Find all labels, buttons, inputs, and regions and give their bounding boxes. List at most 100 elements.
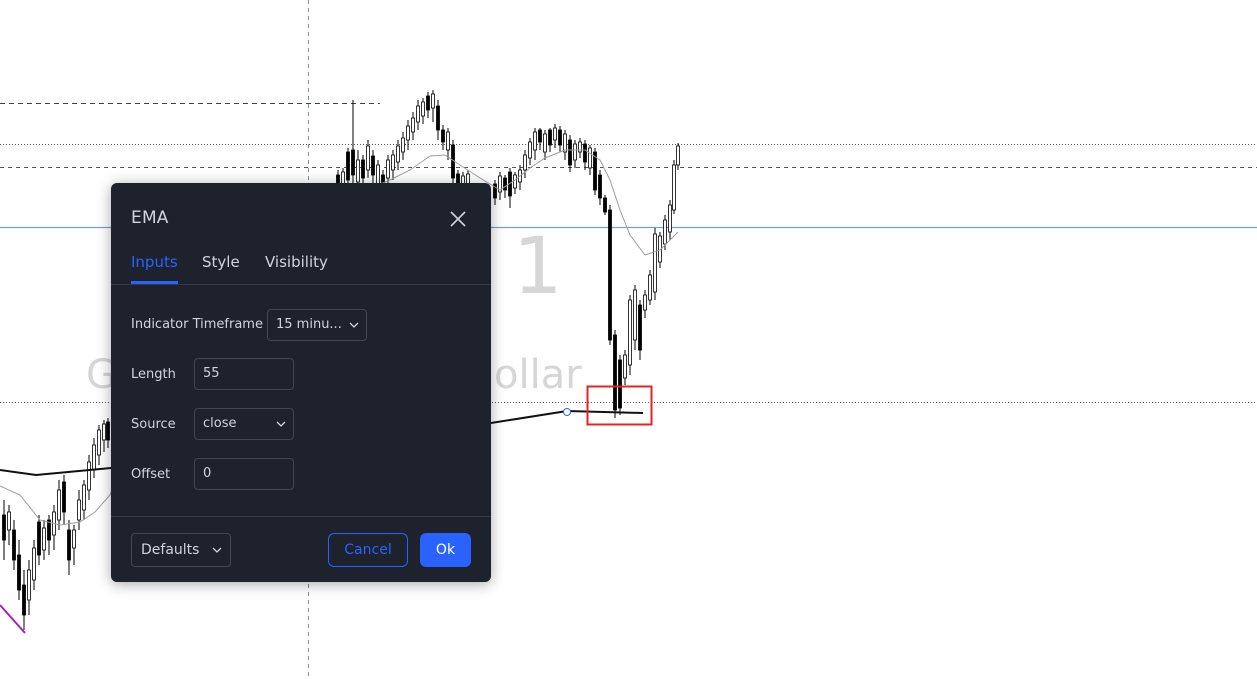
- candle-body: [558, 129, 562, 146]
- candle-body: [548, 129, 552, 146]
- candle-body: [396, 145, 400, 163]
- candle-body: [351, 149, 355, 176]
- tabs-divider: [111, 284, 491, 285]
- candle-body: [431, 93, 435, 109]
- candle-body: [426, 95, 430, 111]
- source-select[interactable]: close: [194, 408, 294, 440]
- candle-body: [37, 521, 41, 556]
- candle-body: [618, 359, 622, 409]
- tab-visibility[interactable]: Visibility: [265, 253, 328, 271]
- candle-body: [543, 133, 547, 153]
- candle-body: [366, 145, 370, 171]
- ema-line-right: [329, 149, 679, 256]
- candle-body: [97, 429, 101, 456]
- defaults-button[interactable]: Defaults: [131, 533, 231, 567]
- candle-body: [2, 514, 6, 541]
- offset-label: Offset: [131, 467, 171, 482]
- candle-body: [563, 133, 567, 153]
- candle-body: [106, 421, 110, 441]
- candle-body: [593, 151, 597, 191]
- candle-body: [583, 143, 587, 163]
- indicator-settings-dialog: EMA Inputs Style Visibility Indicator Ti…: [111, 183, 491, 582]
- chevron-down-icon: [276, 421, 286, 427]
- candle-body: [648, 274, 652, 301]
- candle-body: [82, 484, 86, 511]
- chevron-down-icon: [349, 322, 359, 328]
- candle-body: [608, 209, 612, 341]
- source-value: close: [203, 416, 237, 431]
- candle-body: [22, 584, 26, 616]
- trend-line-handle[interactable]: [563, 408, 571, 416]
- candle-body: [633, 289, 637, 341]
- length-label: Length: [131, 367, 176, 382]
- candle-body: [638, 304, 642, 351]
- candle-body: [498, 175, 502, 193]
- dialog-title: EMA: [131, 208, 169, 228]
- candle-body: [7, 511, 11, 531]
- candle-body: [578, 141, 582, 153]
- candle-body: [672, 164, 676, 211]
- candle-body: [361, 159, 365, 179]
- candle-body: [406, 125, 410, 141]
- candle-body: [628, 299, 632, 366]
- candle-body: [528, 141, 532, 159]
- candle-body: [371, 155, 375, 176]
- candle-body: [32, 547, 36, 581]
- candle-body: [643, 294, 647, 311]
- timeframe-label: Indicator Timeframe: [131, 317, 263, 332]
- candle-body: [356, 159, 360, 183]
- timeframe-select[interactable]: 15 minu...: [267, 309, 367, 341]
- offset-input[interactable]: 0: [194, 458, 294, 490]
- candle-body: [603, 197, 607, 213]
- candle-body: [62, 481, 66, 513]
- defaults-label: Defaults: [141, 542, 200, 558]
- candle-body: [436, 105, 440, 131]
- candle-body: [493, 183, 497, 199]
- candle-body: [513, 174, 517, 189]
- candle-body: [386, 159, 390, 179]
- candle-body: [568, 139, 572, 166]
- candle-body: [47, 519, 51, 541]
- candle-body: [416, 105, 420, 123]
- ok-button[interactable]: Ok: [420, 533, 471, 567]
- candle-body: [17, 554, 21, 591]
- timeframe-value: 15 minu...: [276, 317, 342, 332]
- candle-body: [553, 127, 557, 141]
- candle-body: [446, 131, 450, 151]
- candle-body: [391, 154, 395, 171]
- length-value: 55: [203, 366, 220, 381]
- cancel-button[interactable]: Cancel: [328, 533, 408, 567]
- offset-value: 0: [203, 466, 212, 481]
- candle-body: [77, 499, 81, 521]
- close-icon[interactable]: [446, 207, 470, 231]
- footer-divider: [111, 516, 491, 517]
- candle-body: [668, 204, 672, 233]
- length-input[interactable]: 55: [194, 358, 294, 390]
- candle-body: [588, 147, 592, 169]
- tab-inputs[interactable]: Inputs: [131, 252, 178, 284]
- candle-body: [613, 334, 617, 411]
- tab-style[interactable]: Style: [202, 253, 240, 271]
- candle-body: [57, 489, 61, 521]
- highlight-box: [586, 385, 653, 426]
- candle-body: [67, 529, 71, 561]
- candle-body: [87, 461, 91, 491]
- candle-body: [27, 569, 31, 601]
- candle-body: [441, 129, 445, 143]
- candle-body: [376, 164, 380, 186]
- candle-body: [573, 143, 577, 161]
- candle-body: [538, 129, 542, 143]
- candle-body: [42, 527, 46, 551]
- candle-body: [92, 444, 96, 471]
- candle-body: [401, 137, 405, 153]
- candle-body: [523, 154, 527, 171]
- purple-trend-line[interactable]: [0, 604, 26, 634]
- trend-line[interactable]: [0, 467, 112, 477]
- candle-body: [503, 177, 507, 191]
- chevron-down-icon: [212, 547, 222, 553]
- candle-body: [411, 117, 415, 133]
- candle-body: [346, 151, 350, 181]
- candle-body: [663, 219, 667, 245]
- candle-body: [653, 233, 657, 293]
